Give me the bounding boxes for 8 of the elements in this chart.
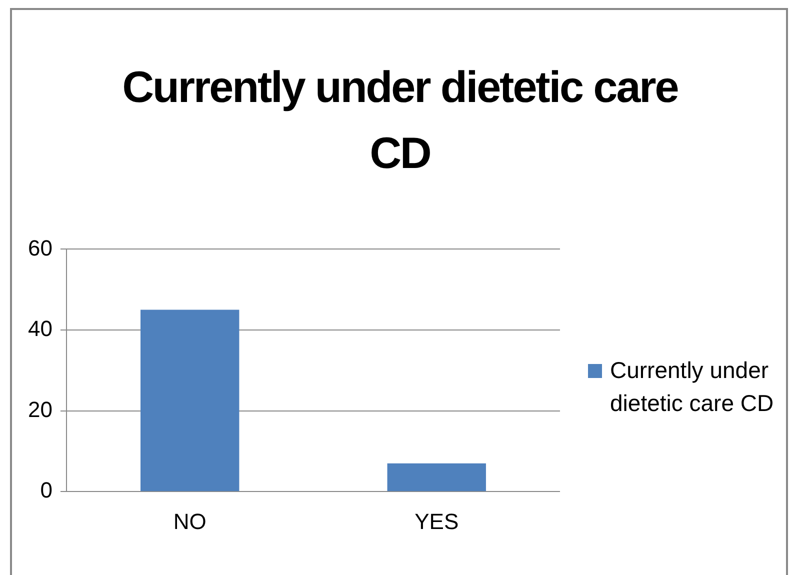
y-tick-label: 20	[28, 396, 52, 422]
y-tick-label: 60	[28, 235, 52, 260]
x-tick-label: YES	[414, 508, 459, 534]
y-tick-label: 0	[40, 478, 52, 503]
chart-title: Currently under dietetic care CD	[121, 62, 679, 180]
legend-label: Currently under dietetic care CD	[610, 356, 775, 418]
x-tick-label: NO	[173, 508, 206, 534]
y-tick-label: 40	[28, 316, 52, 342]
